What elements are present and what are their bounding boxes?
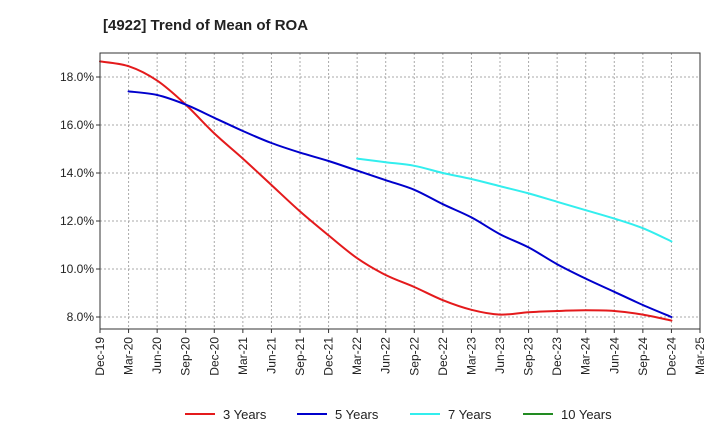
- y-axis: 8.0% 10.0% 12.0% 14.0% 16.0% 18.0%: [60, 70, 100, 324]
- x-tick-label: Jun-23: [493, 337, 507, 374]
- x-tick-label: Jun-20: [150, 337, 164, 374]
- legend-label-3-years: 3 Years: [223, 407, 267, 422]
- x-tick-label: Dec-21: [322, 337, 336, 376]
- series-line-7-years: [356, 157, 673, 243]
- x-tick-label: Jun-21: [264, 337, 278, 374]
- legend-label-5-years: 5 Years: [335, 407, 379, 422]
- x-tick-label: Mar-21: [236, 337, 250, 375]
- x-tick-label: Dec-22: [436, 337, 450, 376]
- y-tick-label: 10.0%: [60, 262, 94, 276]
- x-tick-label: Jun-24: [607, 337, 621, 374]
- plot-frame: [99, 52, 701, 330]
- y-tick-label: 14.0%: [60, 166, 94, 180]
- x-tick-label: Mar-25: [693, 337, 707, 375]
- x-tick-label: Sep-23: [522, 337, 536, 376]
- legend-label-7-years: 7 Years: [448, 407, 492, 422]
- y-tick-label: 12.0%: [60, 214, 94, 228]
- x-tick-label: Dec-20: [207, 337, 221, 376]
- legend-label-10-years: 10 Years: [561, 407, 612, 422]
- x-tick-label: Mar-22: [350, 337, 364, 375]
- legend: 3 Years 5 Years 7 Years 10 Years: [185, 407, 612, 422]
- chart-title: [4922] Trend of Mean of ROA: [103, 17, 308, 34]
- x-tick-label: Dec-19: [93, 337, 107, 376]
- x-axis: Dec-19 Mar-20 Jun-20 Sep-20 Dec-20 Mar-21 Jun-…: [93, 329, 707, 376]
- y-tick-label: 8.0%: [67, 310, 95, 324]
- series-line-5-years: [127, 90, 673, 318]
- series-layer: [99, 60, 673, 322]
- x-tick-label: Jun-22: [379, 337, 393, 374]
- x-tick-label: Sep-21: [293, 337, 307, 376]
- y-tick-label: 18.0%: [60, 70, 94, 84]
- x-tick-label: Sep-20: [179, 337, 193, 376]
- x-tick-label: Dec-24: [664, 337, 678, 376]
- x-tick-label: Sep-24: [636, 337, 650, 376]
- x-tick-label: Mar-20: [122, 337, 136, 375]
- x-tick-label: Sep-22: [407, 337, 421, 376]
- series-line-3-years: [99, 60, 673, 322]
- grid-layer: [100, 53, 700, 329]
- x-tick-label: Dec-23: [550, 337, 564, 376]
- x-tick-label: Mar-24: [579, 337, 593, 375]
- x-tick-label: Mar-23: [464, 337, 478, 375]
- y-tick-label: 16.0%: [60, 118, 94, 132]
